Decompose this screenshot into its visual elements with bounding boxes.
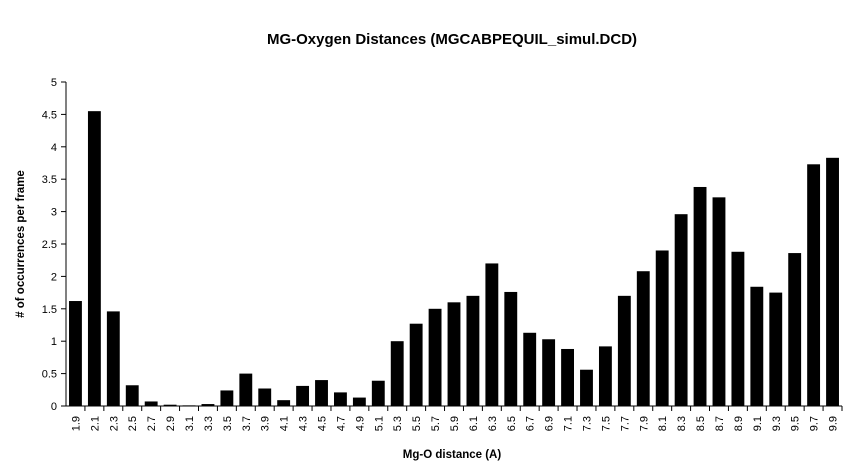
- x-tick-label: 6.5: [506, 416, 518, 431]
- bar-9.5: [788, 253, 802, 406]
- bar-1.9: [69, 301, 82, 406]
- x-tick-label: 8.3: [676, 416, 688, 431]
- y-tick-label: 1: [51, 336, 57, 348]
- bar-3.9: [258, 388, 272, 406]
- x-tick-label: 8.7: [714, 416, 726, 431]
- x-tick-label: 3.5: [222, 416, 234, 431]
- x-tick-label: 8.9: [733, 416, 745, 431]
- chart-title: MG-Oxygen Distances (MGCABPEQUIL_simul.D…: [267, 31, 637, 48]
- x-tick-label: 6.1: [468, 416, 480, 431]
- x-tick-label: 7.5: [600, 416, 612, 431]
- x-tick-label: 5.1: [373, 416, 385, 431]
- bar-5.5: [409, 323, 423, 406]
- x-tick-label: 6.9: [544, 416, 556, 431]
- bar-5.9: [447, 302, 461, 406]
- bar-2.7: [144, 401, 158, 406]
- x-tick-label: 4.9: [354, 416, 366, 431]
- bar-4.1: [277, 400, 291, 406]
- x-tick-label: 4.3: [298, 416, 310, 431]
- bar-2.9: [163, 404, 177, 406]
- x-tick-label: 2.5: [127, 416, 139, 431]
- bar-3.5: [220, 390, 234, 406]
- bar-6.1: [466, 295, 480, 406]
- x-tick-label: 9.9: [828, 416, 840, 431]
- bar-7.5: [598, 346, 612, 406]
- x-tick-label: 5.9: [449, 416, 461, 431]
- y-axis-ticks: 0 0.5 1 1.5 2 2.5 3 3.5 4 4.5 5: [42, 77, 66, 413]
- x-tick-label: 5.3: [392, 416, 404, 431]
- bar-9.9: [826, 157, 839, 406]
- bar-2.5: [125, 385, 139, 406]
- x-tick-label: 3.1: [184, 416, 196, 431]
- x-tick-label: 1.9: [70, 416, 82, 431]
- bar-7.1: [561, 348, 574, 406]
- bar-8.7: [712, 197, 726, 406]
- y-tick-label: 0.5: [42, 369, 57, 381]
- x-tick-label: 5.7: [430, 416, 442, 431]
- bar-4.9: [352, 397, 366, 406]
- x-tick-label: 3.9: [260, 416, 272, 431]
- y-tick-label: 3.5: [42, 174, 57, 186]
- bar-8.3: [674, 214, 688, 406]
- bar-7.7: [617, 295, 631, 406]
- y-tick-label: 3: [51, 207, 57, 219]
- bar-8.1: [655, 250, 669, 406]
- x-tick-label: 5.5: [411, 416, 423, 431]
- x-tick-label: 9.7: [809, 416, 821, 431]
- x-tick-label: 6.3: [487, 416, 499, 431]
- x-tick-label: 7.7: [619, 416, 631, 431]
- y-tick-label: 2: [51, 271, 57, 283]
- x-tick-label: 2.9: [165, 416, 177, 431]
- x-tick-label: 3.7: [241, 416, 253, 431]
- bar-8.5: [693, 186, 707, 406]
- x-tick-label: 2.7: [146, 416, 158, 431]
- y-tick-label: 0: [51, 401, 57, 413]
- bars: [69, 111, 839, 406]
- y-tick-label: 4.5: [42, 109, 57, 121]
- x-tick-label: 2.3: [108, 416, 120, 431]
- x-tick-label: 8.1: [657, 416, 669, 431]
- y-tick-label: 2.5: [42, 239, 57, 251]
- y-tick-label: 1.5: [42, 304, 57, 316]
- y-tick-label: 4: [51, 142, 57, 154]
- x-tick-label: 9.3: [771, 416, 783, 431]
- bar-9.3: [769, 292, 783, 406]
- x-tick-label: 8.5: [695, 416, 707, 431]
- x-tick-label: 4.7: [335, 416, 347, 431]
- bar-7.9: [636, 271, 650, 406]
- x-tick-label: 7.3: [581, 416, 593, 431]
- x-tick-label: 3.3: [203, 416, 215, 431]
- x-axis-label: Mg-O distance (A): [403, 449, 502, 461]
- x-axis-ticks: 1.9 2.1 2.3 2.5 2.7 2.9 3.1 3.3 3.5 3.7 3.9 4.1 4.3 4…: [70, 406, 843, 431]
- bar-3.3: [201, 404, 215, 406]
- x-tick-label: 4.1: [279, 416, 291, 431]
- y-axis-label: # of occurrences per frame: [15, 170, 27, 318]
- bar-6.7: [523, 332, 537, 406]
- bar-2.3: [106, 311, 120, 406]
- x-tick-label: 6.7: [525, 416, 537, 431]
- bar-7.3: [580, 369, 593, 406]
- x-tick-label: 7.9: [638, 416, 650, 431]
- bar-5.7: [428, 308, 442, 406]
- bar-6.9: [542, 339, 556, 406]
- bar-9.7: [807, 164, 821, 406]
- bar-4.7: [334, 392, 347, 406]
- bar-5.1: [371, 380, 385, 406]
- x-tick-label: 9.1: [752, 416, 764, 431]
- bar-4.5: [315, 380, 328, 406]
- x-tick-label: 9.5: [790, 416, 802, 431]
- bar-6.3: [485, 263, 499, 406]
- x-tick-label: 7.1: [563, 416, 575, 431]
- bar-2.1: [87, 111, 101, 406]
- bar-3.7: [239, 373, 253, 406]
- bar-5.3: [390, 341, 404, 406]
- y-tick-label: 5: [51, 77, 57, 89]
- bar-6.5: [504, 291, 518, 406]
- bar-9.1: [750, 286, 764, 406]
- bar-4.3: [296, 385, 310, 406]
- x-tick-label: 2.1: [89, 416, 101, 431]
- bar-8.9: [731, 251, 745, 406]
- x-tick-label: 4.5: [317, 416, 329, 431]
